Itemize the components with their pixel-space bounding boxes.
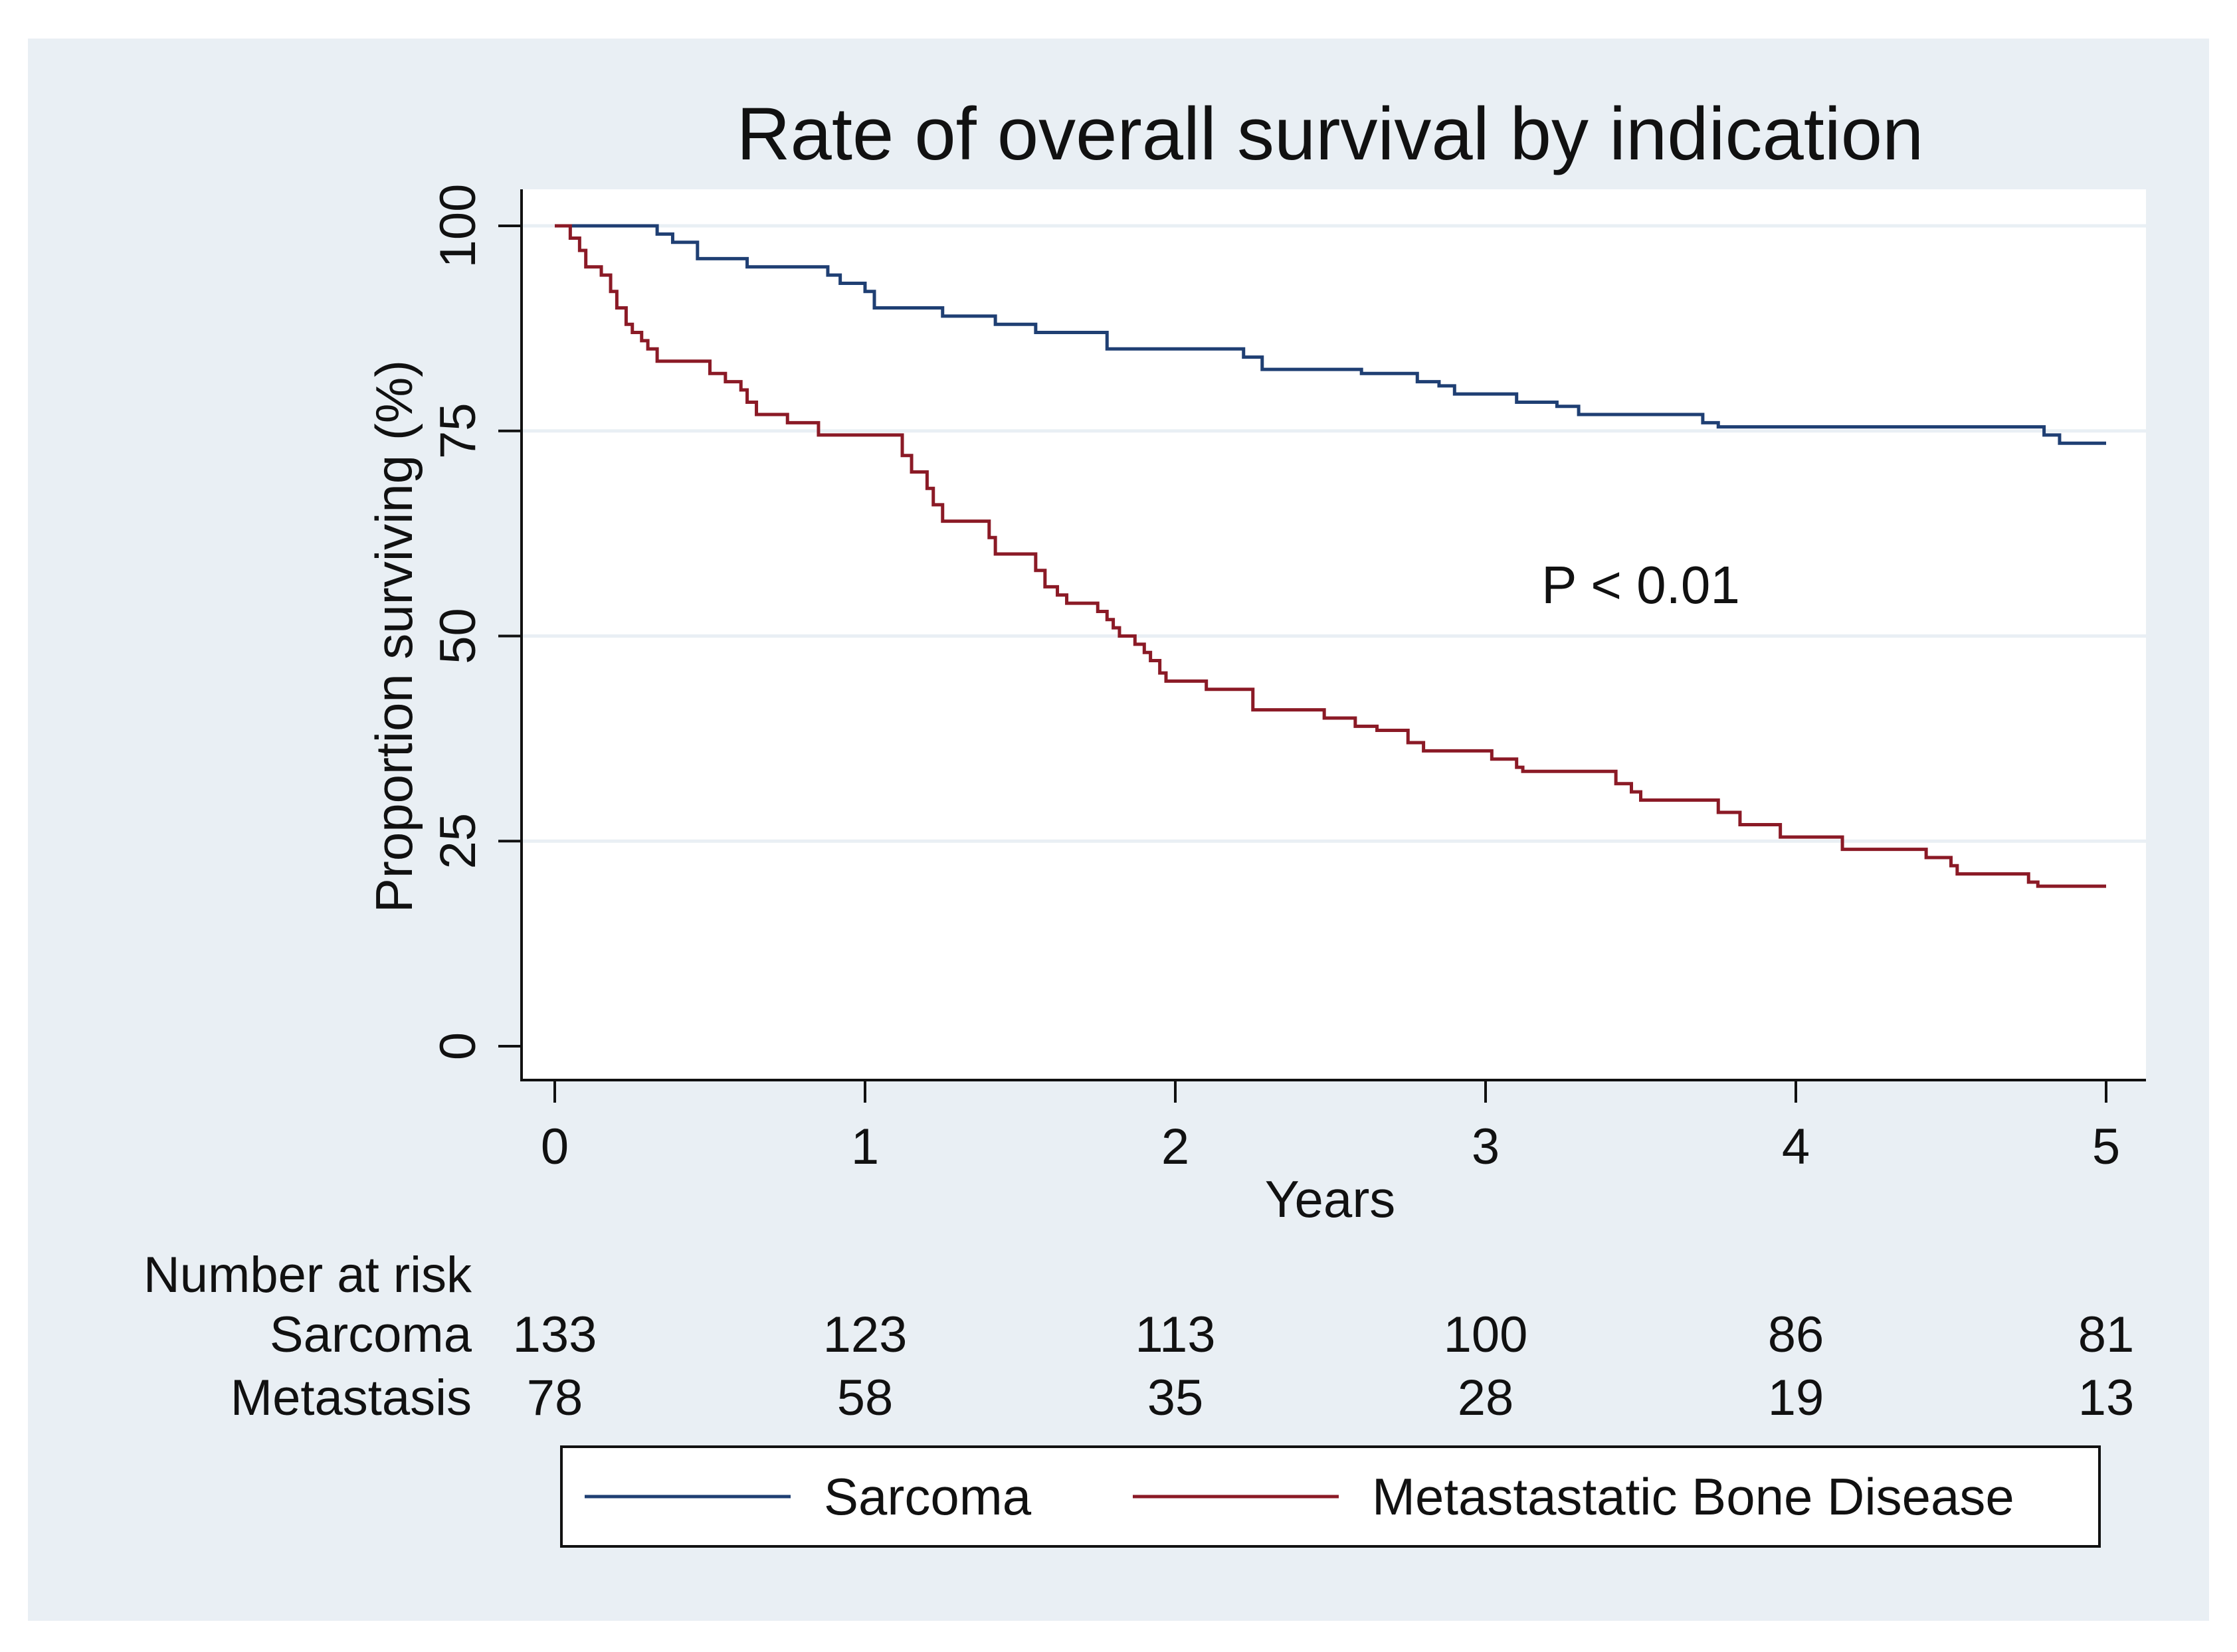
- risk-value-1-0: 78: [527, 1370, 583, 1426]
- gridlines: [522, 224, 2146, 843]
- x-tick-label-3: 3: [1472, 1119, 1500, 1175]
- risk-value-1-5: 13: [2078, 1370, 2135, 1426]
- series-line-sarcoma: [555, 224, 2106, 445]
- risk-value-0-5: 81: [2078, 1307, 2135, 1363]
- y-axis-label: Proportion surviving (%): [365, 360, 423, 913]
- survival-curves: [555, 224, 2106, 888]
- risk-value-0-1: 123: [823, 1307, 908, 1363]
- risk-value-1-4: 19: [1768, 1370, 1824, 1426]
- legend-label-sarcoma: Sarcoma: [824, 1467, 1032, 1526]
- x-axis-label: Years: [1265, 1170, 1396, 1228]
- y-tick-label-25: 25: [430, 813, 486, 870]
- y-tick-label-75: 75: [430, 403, 486, 459]
- legend: Sarcoma Metastastatic Bone Disease: [560, 1445, 2101, 1548]
- risk-row-label-1: Metastasis: [231, 1370, 472, 1426]
- risk-value-1-1: 58: [837, 1370, 894, 1426]
- risk-value-1-3: 28: [1458, 1370, 1514, 1426]
- y-tick-label-100: 100: [430, 184, 486, 268]
- x-tick-label-5: 5: [2092, 1119, 2120, 1175]
- axes: 0 25 50 75 100 0 1 2 3 4 5: [430, 184, 2146, 1175]
- chart-title: Rate of overall survival by indication: [737, 92, 1924, 175]
- series-line-metastatic: [555, 224, 2106, 888]
- legend-label-metastatic: Metastastatic Bone Disease: [1372, 1467, 2014, 1526]
- x-tick-label-2: 2: [1161, 1119, 1189, 1175]
- y-tick-label-0: 0: [430, 1032, 486, 1060]
- p-value-annotation: P < 0.01: [1541, 555, 1740, 614]
- risk-value-0-3: 100: [1444, 1307, 1528, 1363]
- risk-table: Sarcoma 133 123 113 100 86 81 Metastasis 78 58 35 2…: [231, 1307, 2135, 1426]
- x-tick-label-4: 4: [1782, 1119, 1810, 1175]
- risk-value-0-0: 133: [513, 1307, 597, 1363]
- risk-row-label-0: Sarcoma: [270, 1307, 472, 1363]
- y-tick-label-50: 50: [430, 608, 486, 664]
- risk-value-1-2: 35: [1147, 1370, 1204, 1426]
- x-tick-label-0: 0: [541, 1119, 569, 1175]
- risk-value-0-4: 86: [1768, 1307, 1824, 1363]
- risk-table-heading: Number at risk: [144, 1247, 472, 1303]
- x-tick-label-1: 1: [851, 1119, 879, 1175]
- risk-value-0-2: 113: [1135, 1307, 1215, 1363]
